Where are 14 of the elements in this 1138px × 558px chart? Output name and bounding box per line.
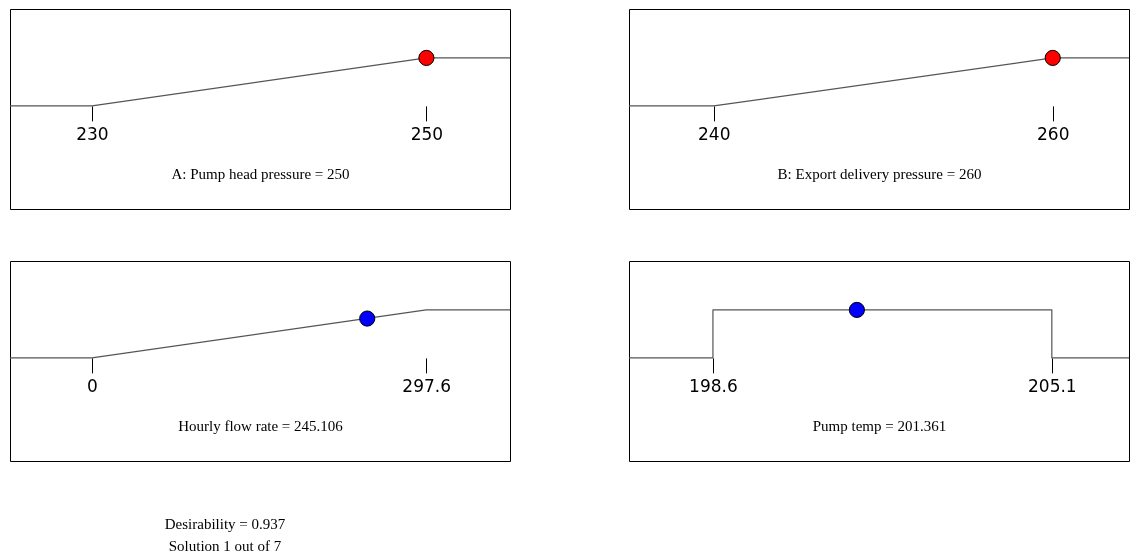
x-axis-title: B: Export delivery pressure = 260	[777, 166, 982, 183]
x-tick-label: 205.1	[1028, 376, 1077, 397]
x-axis-title: Pump temp = 201.361	[812, 418, 947, 435]
text: Desirability = 0.937	[164, 516, 286, 532]
x-tick-label: 260	[1037, 124, 1070, 145]
x-axis-title: Hourly flow rate = 245.106	[178, 418, 344, 435]
x-tick-label: 198.6	[689, 376, 738, 397]
x-tick-label: 0	[86, 376, 98, 397]
text: Solution 1 out of 7	[168, 538, 282, 554]
x-axis-title: A: Pump head pressure = 250	[171, 166, 350, 183]
x-tick-label: 250	[410, 124, 444, 145]
x-tick-label: 230	[76, 124, 109, 145]
x-tick-label: 240	[698, 124, 731, 145]
x-tick-label: 297.6	[402, 376, 452, 397]
